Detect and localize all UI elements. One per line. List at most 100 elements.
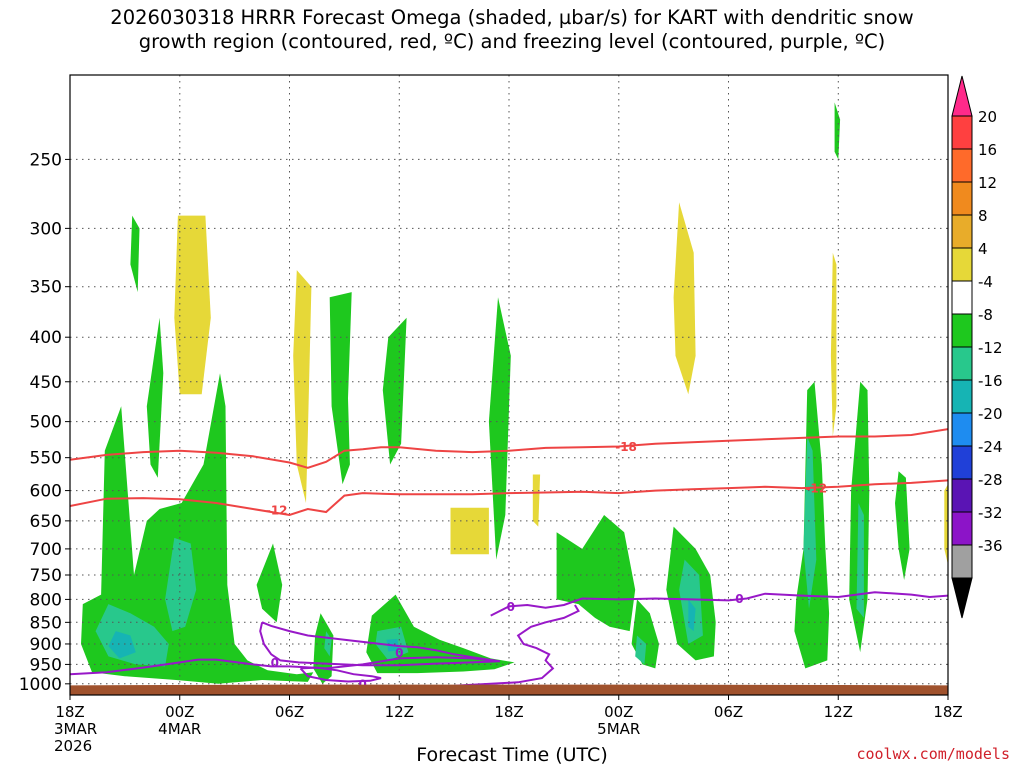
contour-dgz-1 [70, 479, 948, 517]
omega-region-29 [679, 559, 703, 644]
x-axis-label: Forecast Time (UTC) [416, 744, 608, 766]
omega-region-32 [803, 436, 817, 609]
chart-title-line-2: growth region (contoured, red, ºC) and f… [138, 30, 886, 53]
y-tick-label-300: 300 [30, 219, 62, 239]
omega-region-7 [130, 215, 140, 293]
colorbar-label-8: -16 [978, 372, 1003, 390]
omega-region-17 [631, 599, 659, 669]
colorbar-label-0: 20 [978, 108, 997, 126]
colorbar-segment-14 [951, 544, 973, 579]
contour-freezing-2 [70, 656, 491, 676]
colorbar-top-arrow [951, 75, 973, 117]
contour-freezing-loop-b [299, 666, 382, 683]
omega-region-10 [256, 543, 283, 623]
contour-label-zero-e: 0 [358, 677, 366, 691]
contour-label-zero-a: 0 [507, 600, 515, 614]
x-tick-label-24-0: 18Z [494, 703, 523, 721]
omega-region-25 [108, 631, 136, 659]
contour-freezing-loop-a [259, 621, 501, 667]
contour-label-zero-b: 0 [735, 592, 743, 606]
omega-region-1 [293, 270, 312, 503]
omega-region-33 [856, 503, 864, 618]
colorbar-label-11: -28 [978, 471, 1003, 489]
contour-label-minus18: -18 [615, 440, 637, 454]
y-tick-label-950: 950 [30, 655, 62, 675]
x-tick-label-48-0: 18Z [933, 703, 962, 721]
colorbar: 20 16 12 8 4 -4 -8 -12 -16 -20 -24 -28 -32 -36 [951, 75, 1003, 619]
y-tick-label-350: 350 [30, 278, 62, 298]
omega-region-14 [313, 613, 334, 684]
contour-label-zero-d: 0 [395, 646, 403, 660]
colorbar-label-2: 12 [978, 174, 997, 192]
chart-title-line-1: 2026030318 HRRR Forecast Omega (shaded, … [110, 6, 914, 29]
colorbar-segment-13 [951, 511, 973, 546]
omega-region-6 [944, 484, 948, 565]
contour-freezing-3 [490, 591, 948, 617]
x-tick-label-0-0: 18Z [55, 703, 84, 721]
x-tick-label-36-0: 06Z [714, 703, 743, 721]
contour-freezing-right-tail [454, 604, 580, 687]
colorbar-segment-6 [951, 280, 973, 315]
colorbar-segment-9 [951, 379, 973, 414]
y-tick-label-250: 250 [30, 150, 62, 170]
x-tick-label-0-2: 2026 [54, 737, 92, 755]
y-tick-label-650: 650 [30, 512, 62, 532]
y-tick-label-800: 800 [30, 590, 62, 610]
x-tick-label-0-1: 3MAR [54, 720, 97, 738]
contour-dgz-0 [70, 428, 948, 469]
y-tick-label-400: 400 [30, 328, 62, 348]
colorbar-segment-11 [951, 445, 973, 480]
y-axis: 2503003504004505005506006507007508008509… [19, 150, 70, 695]
omega-region-4 [673, 202, 696, 395]
omega-region-12 [382, 317, 407, 465]
colorbar-segment-1 [951, 115, 973, 150]
omega-region-0 [174, 215, 211, 395]
colorbar-label-9: -20 [978, 405, 1003, 423]
y-tick-label-1000: 1000 [19, 675, 62, 695]
y-tick-label-750: 750 [30, 566, 62, 586]
terrain-band [70, 684, 948, 695]
colorbar-label-3: 8 [978, 207, 988, 225]
colorbar-bottom-arrow [951, 577, 973, 619]
x-tick-label-18-0: 12Z [385, 703, 414, 721]
omega-region-21 [895, 471, 910, 580]
x-tick-label-12-0: 06Z [275, 703, 304, 721]
omega-region-3 [532, 474, 541, 527]
x-tick-label-6-1: 4MAR [158, 720, 201, 738]
colorbar-segment-2 [951, 148, 973, 183]
y-tick-label-600: 600 [30, 482, 62, 502]
colorbar-segment-5 [951, 247, 973, 282]
ground-fill [70, 684, 948, 695]
chart-title: 2026030318 HRRR Forecast Omega (shaded, … [0, 6, 1024, 54]
omega-region-2 [450, 507, 489, 555]
colorbar-label-12: -32 [978, 504, 1003, 522]
colorbar-label-6: -8 [978, 306, 993, 324]
omega-region-11 [329, 292, 352, 485]
omega-region-8 [146, 317, 164, 478]
colorbar-label-13: -36 [978, 537, 1003, 555]
y-tick-label-900: 900 [30, 635, 62, 655]
x-tick-label-42-0: 12Z [824, 703, 853, 721]
colorbar-segment-8 [951, 346, 973, 381]
colorbar-label-1: 16 [978, 141, 997, 159]
y-tick-label-700: 700 [30, 540, 62, 560]
colorbar-label-10: -24 [978, 438, 1003, 456]
y-tick-label-550: 550 [30, 449, 62, 469]
contour-label-minus12-b: -12 [805, 482, 827, 496]
x-tick-label-30-1: 5MAR [597, 720, 640, 738]
omega-region-30 [688, 599, 696, 632]
y-tick-label-450: 450 [30, 373, 62, 393]
colorbar-segment-3 [951, 181, 973, 216]
colorbar-segment-12 [951, 478, 973, 513]
colorbar-segment-10 [951, 412, 973, 447]
x-tick-label-30-0: 00Z [604, 703, 633, 721]
colorbar-segment-7 [951, 313, 973, 348]
colorbar-label-4: 4 [978, 240, 988, 258]
x-tick-label-6-0: 00Z [165, 703, 194, 721]
colorbar-label-5: -4 [978, 273, 993, 291]
colorbar-segment-4 [951, 214, 973, 249]
y-tick-label-500: 500 [30, 413, 62, 433]
omega-region-22 [834, 102, 841, 160]
